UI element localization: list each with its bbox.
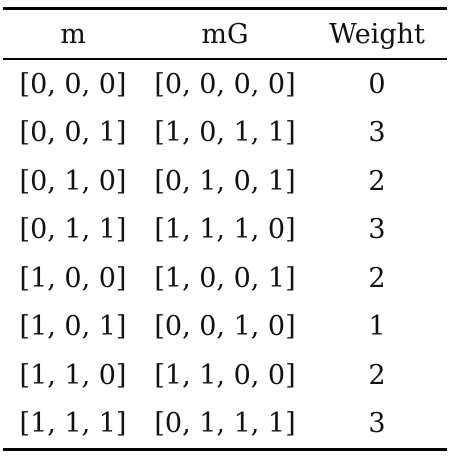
table-row: [1, 1, 1] [0, 1, 1, 1] 3 <box>3 400 447 450</box>
table-row: [0, 0, 0] [0, 0, 0, 0] 0 <box>3 59 447 109</box>
cell-mg: [0, 0, 0, 0] <box>154 68 296 100</box>
cell-weight: 2 <box>368 359 386 391</box>
table-row: [0, 0, 1] [1, 0, 1, 1] 3 <box>3 109 447 158</box>
cell-mg: [0, 0, 1, 0] <box>154 311 296 343</box>
table-row: [1, 1, 0] [1, 1, 0, 0] 2 <box>3 351 447 400</box>
cell-mg: [1, 1, 0, 0] <box>154 359 296 391</box>
codeword-weight-table: m mG Weight [0, 0, 0] [0, 0, 0, 0] 0 [0,… <box>3 7 447 451</box>
cell-weight: 3 <box>368 117 386 149</box>
cell-m: [0, 0, 0] <box>19 68 127 100</box>
table-row: [0, 1, 0] [0, 1, 0, 1] 2 <box>3 157 447 206</box>
cell-m: [0, 0, 1] <box>19 117 127 149</box>
table-body: [0, 0, 0] [0, 0, 0, 0] 0 [0, 0, 1] [1, 0… <box>3 59 447 450</box>
cell-weight: 3 <box>368 214 386 246</box>
cell-weight: 3 <box>368 408 386 440</box>
header-weight: Weight <box>329 18 425 50</box>
cell-weight: 2 <box>368 262 386 294</box>
table-header: m mG Weight <box>3 8 447 59</box>
header-row: m mG Weight <box>3 8 447 59</box>
cell-m: [1, 1, 0] <box>19 359 127 391</box>
header-mg: mG <box>201 18 249 50</box>
cell-weight: 1 <box>368 311 386 343</box>
header-m: m <box>60 18 86 50</box>
cell-mg: [1, 1, 1, 0] <box>154 214 296 246</box>
cell-weight: 0 <box>368 68 386 100</box>
cell-m: [0, 1, 1] <box>19 214 127 246</box>
codeword-weight-table-container: m mG Weight [0, 0, 0] [0, 0, 0, 0] 0 [0,… <box>3 7 447 451</box>
cell-m: [0, 1, 0] <box>19 165 127 197</box>
cell-m: [1, 1, 1] <box>19 408 127 440</box>
cell-m: [1, 0, 1] <box>19 311 127 343</box>
cell-mg: [0, 1, 1, 1] <box>154 408 296 440</box>
table-row: [0, 1, 1] [1, 1, 1, 0] 3 <box>3 206 447 255</box>
cell-mg: [0, 1, 0, 1] <box>154 165 296 197</box>
table-row: [1, 0, 0] [1, 0, 0, 1] 2 <box>3 254 447 303</box>
cell-mg: [1, 0, 1, 1] <box>154 117 296 149</box>
table-row: [1, 0, 1] [0, 0, 1, 0] 1 <box>3 303 447 352</box>
cell-weight: 2 <box>368 165 386 197</box>
cell-mg: [1, 0, 0, 1] <box>154 262 296 294</box>
cell-m: [1, 0, 0] <box>19 262 127 294</box>
